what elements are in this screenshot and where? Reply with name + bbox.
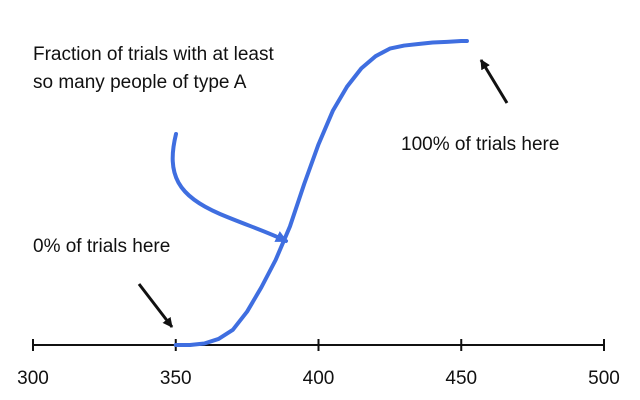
curve-point xyxy=(231,328,235,332)
x-tick-label: 500 xyxy=(588,368,620,389)
cumulative-curve-line xyxy=(173,39,469,347)
annotation-zero-line: 0% of trials here xyxy=(33,236,170,257)
curve-point xyxy=(302,182,306,186)
annotation-fraction-line: Fraction of trials with at least xyxy=(33,44,274,65)
annotation-fraction-line: so many people of type A xyxy=(33,72,247,93)
curve-point xyxy=(345,85,349,89)
curve-point xyxy=(216,337,221,341)
curve-point xyxy=(459,39,463,43)
curve-point xyxy=(445,40,449,44)
curve-point xyxy=(245,309,249,314)
curve-point xyxy=(331,109,335,113)
curve-point xyxy=(288,224,292,229)
curve-point xyxy=(402,43,406,48)
curve-point xyxy=(188,343,192,347)
x-tick-label: 450 xyxy=(445,368,477,389)
curve-point xyxy=(465,39,469,43)
curve-point xyxy=(174,343,178,347)
x-tick-label: 400 xyxy=(303,368,335,389)
curve-point xyxy=(274,258,278,262)
x-tick-label: 300 xyxy=(17,368,49,389)
curve-point xyxy=(316,142,321,146)
annotation-hundred-line: 100% of trials here xyxy=(401,134,559,155)
curve-point xyxy=(431,40,435,45)
arrow-0-percent xyxy=(137,283,174,328)
curve-point xyxy=(416,42,421,46)
callout-arrow-blue xyxy=(170,132,288,243)
arrow-100-percent xyxy=(479,59,509,104)
x-tick-label: 350 xyxy=(160,368,192,389)
curve-point xyxy=(374,54,378,58)
curve-point xyxy=(359,66,363,70)
curve-point xyxy=(202,341,206,346)
curve-point xyxy=(259,285,263,289)
curve-point xyxy=(388,47,392,51)
